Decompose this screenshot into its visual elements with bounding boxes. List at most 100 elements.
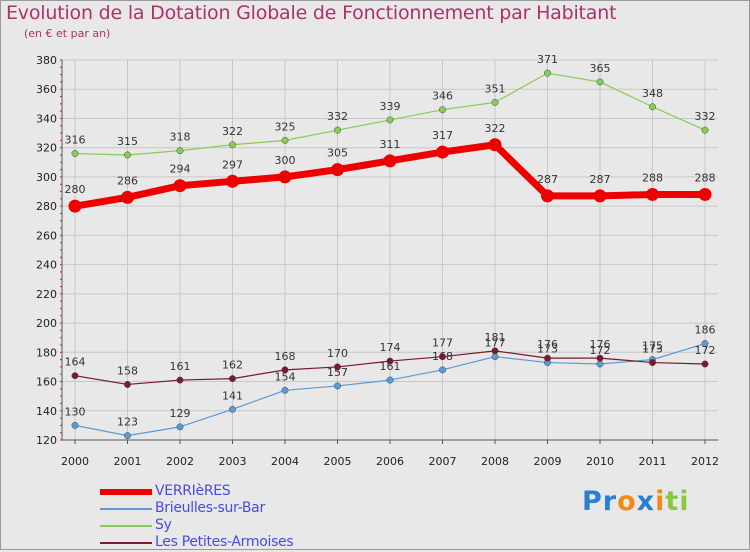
x-tick-label: 2000 <box>61 455 89 468</box>
data-point <box>124 432 131 440</box>
data-label: 172 <box>590 344 611 357</box>
data-label: 332 <box>695 110 716 123</box>
legend-label-petites-armoises: Les Petites-Armoises <box>155 534 294 550</box>
data-point <box>439 353 446 361</box>
y-tick-label: 380 <box>36 54 57 67</box>
data-label: 174 <box>380 341 401 354</box>
data-label: 318 <box>170 131 191 144</box>
y-tick-label: 360 <box>36 83 57 96</box>
y-tick-label: 220 <box>36 288 57 301</box>
data-point <box>383 154 397 168</box>
data-label: 168 <box>275 350 296 363</box>
data-point <box>229 141 236 149</box>
data-point <box>281 366 289 374</box>
legend-swatch-petites-armoises <box>100 542 152 544</box>
data-point <box>544 354 551 362</box>
data-label: 186 <box>695 324 716 337</box>
data-point <box>281 386 289 394</box>
data-point <box>646 187 659 201</box>
legend-swatch-sy <box>100 525 152 527</box>
data-point <box>68 199 82 213</box>
data-point <box>439 106 446 114</box>
y-tick-label: 340 <box>36 112 57 125</box>
x-tick-label: 2007 <box>429 455 457 468</box>
x-tick-label: 2011 <box>639 455 667 468</box>
data-point <box>701 340 709 347</box>
data-label: 322 <box>485 122 506 135</box>
legend-item-verrieres: VERRIèRES <box>100 483 400 501</box>
data-point <box>436 145 449 159</box>
data-label: 288 <box>695 171 716 184</box>
data-point <box>229 405 236 413</box>
data-label: 297 <box>222 158 243 171</box>
data-label: 176 <box>537 338 558 351</box>
data-label: 172 <box>695 344 716 357</box>
data-point <box>649 103 656 111</box>
data-point <box>176 423 184 431</box>
data-label: 181 <box>485 331 506 344</box>
data-point <box>698 187 712 201</box>
data-point <box>176 147 184 155</box>
data-point <box>334 382 341 390</box>
legend-item-sy: Sy <box>100 517 400 535</box>
logo-part-4: i <box>655 486 666 517</box>
x-tick-label: 2004 <box>271 455 299 468</box>
series-brieulles-sur-bar: 130 123 129 141 154 157 161 168 177 173 172 175 186 <box>65 324 716 440</box>
x-tick-label: 2008 <box>481 455 509 468</box>
y-tick-label: 120 <box>36 434 57 447</box>
data-point <box>331 163 344 177</box>
data-point <box>386 116 394 124</box>
data-point <box>544 69 551 77</box>
legend-swatch-verrieres <box>100 489 152 495</box>
data-point <box>334 363 341 371</box>
data-label: 371 <box>537 53 558 66</box>
y-tick-label: 200 <box>36 317 57 330</box>
data-label: 162 <box>222 359 243 372</box>
data-label: 286 <box>117 174 138 187</box>
y-tick-label: 140 <box>36 405 57 418</box>
y-tick-label: 300 <box>36 171 57 184</box>
data-point <box>278 170 292 184</box>
legend-label-verrieres: VERRIèRES <box>155 483 231 499</box>
data-point <box>541 189 554 203</box>
logo-part-3: x <box>636 486 656 517</box>
data-label: 164 <box>65 356 86 369</box>
data-label: 175 <box>642 340 663 353</box>
data-point <box>121 190 134 204</box>
series-sy: 316 315 318 322 325 332 339 346 351 371 365 348 332 <box>65 53 716 159</box>
legend-item-brieulles: Brieulles-sur-Bar <box>100 500 400 518</box>
logo-part-1: Pr <box>582 486 618 517</box>
data-point <box>124 151 131 159</box>
data-point <box>173 179 187 193</box>
data-point <box>488 138 502 152</box>
data-label: 317 <box>432 129 453 142</box>
chart-title: Evolution de la Dotation Globale de Fonc… <box>6 2 617 24</box>
data-label: 365 <box>590 62 611 75</box>
y-tick-label: 180 <box>36 346 57 359</box>
x-tick-label: 2001 <box>114 455 142 468</box>
data-label: 287 <box>590 173 611 186</box>
data-point <box>596 354 604 362</box>
data-label: 154 <box>275 370 296 383</box>
data-label: 161 <box>380 360 401 373</box>
data-point <box>491 347 499 355</box>
data-label: 177 <box>485 337 506 350</box>
y-tick-label: 320 <box>36 142 57 155</box>
data-label: 315 <box>117 135 138 148</box>
legend-label-sy: Sy <box>155 517 172 533</box>
data-point <box>334 126 341 134</box>
legend-item-petites-armoises: Les Petites-Armoises <box>100 534 400 552</box>
chart-subtitle: (en € et par an) <box>24 27 111 40</box>
data-label: 173 <box>642 343 663 356</box>
series-verri-res: 280 286 294 297 300 305 311 317 322 287 287 288 288 <box>65 122 716 213</box>
data-point <box>701 360 709 368</box>
y-tick-label: 160 <box>36 376 57 389</box>
y-tick-label: 280 <box>36 200 57 213</box>
data-point <box>229 375 236 383</box>
data-label: 339 <box>380 100 401 113</box>
data-label: 176 <box>590 338 611 351</box>
data-label: 141 <box>222 389 243 402</box>
data-label: 288 <box>642 171 663 184</box>
